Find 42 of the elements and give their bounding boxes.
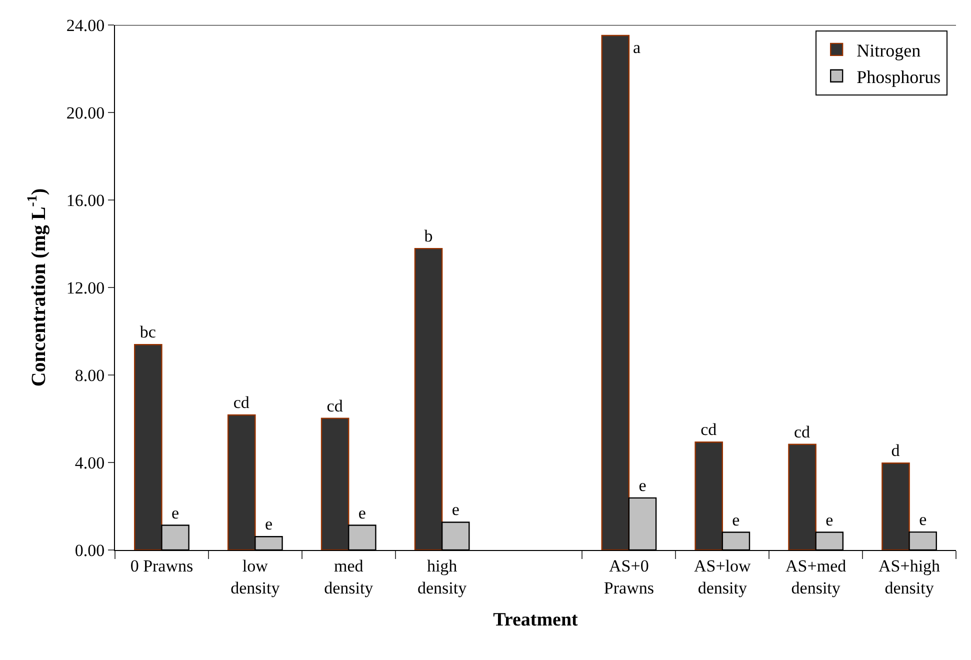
- y-tick-label: 16.00: [66, 190, 105, 210]
- bar: [414, 248, 443, 550]
- data-label: e: [826, 510, 834, 530]
- data-label: e: [919, 510, 927, 530]
- bar: [227, 414, 256, 550]
- data-label: bc: [140, 322, 156, 342]
- legend-label: Nitrogen: [856, 40, 921, 60]
- bar: [134, 344, 162, 550]
- bar: [601, 34, 630, 550]
- x-tick-label: low density: [230, 556, 280, 598]
- data-label: e: [264, 514, 272, 534]
- data-label: cd: [233, 393, 250, 412]
- y-tick-label: 20.00: [66, 103, 105, 122]
- bar: [320, 418, 350, 550]
- data-label: d: [891, 441, 900, 460]
- data-label: cd: [794, 422, 811, 442]
- x-tick-label: AS+high density: [878, 556, 941, 598]
- data-label: e: [452, 500, 460, 520]
- data-label: cd: [700, 420, 718, 440]
- y-tick-label: 24.00: [66, 16, 105, 35]
- y-tick-label: 4.00: [74, 453, 105, 472]
- y-tick-label: 12.00: [66, 278, 105, 298]
- data-label: cd: [326, 396, 344, 416]
- y-tick-label: 0.00: [74, 540, 105, 560]
- x-tick-label: AS+0 Prawns: [604, 556, 654, 598]
- x-tick-label: high density: [418, 556, 468, 598]
- legend-label: Phosphorus: [856, 66, 941, 87]
- data-label: e: [732, 510, 740, 530]
- bar: [882, 462, 910, 550]
- bar: [788, 444, 816, 550]
- x-tick-label: AS+low density: [694, 556, 752, 598]
- data-label: e: [358, 503, 366, 522]
- data-label: b: [424, 226, 433, 246]
- data-label: a: [633, 38, 641, 57]
- bar: [694, 442, 723, 550]
- x-tick-label: 0 Prawns: [130, 556, 194, 576]
- x-tick-label: AS+med density: [786, 556, 847, 598]
- data-label: e: [171, 503, 180, 522]
- x-tick-label: med density: [324, 556, 374, 598]
- y-tick-label: 8.00: [74, 366, 105, 385]
- x-axis-title: Treatment: [493, 609, 579, 630]
- data-label: e: [638, 476, 646, 495]
